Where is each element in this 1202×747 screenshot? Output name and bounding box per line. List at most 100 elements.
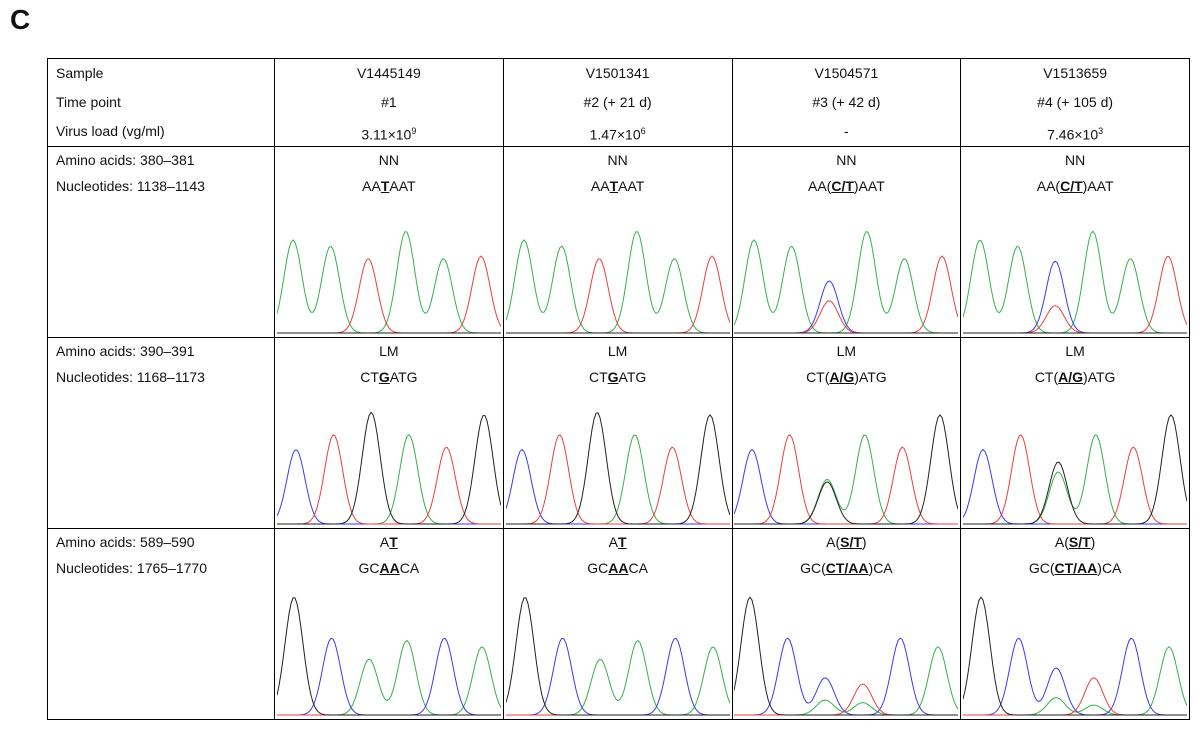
text-line: V1504571 (733, 59, 961, 88)
text-segment: )AAT (854, 178, 885, 194)
highlighted-base: CT/AA (826, 560, 869, 576)
chromatogram (734, 199, 958, 337)
text-segment: GC( (800, 560, 826, 576)
text-line: LM (275, 338, 503, 364)
text-line: 7.46×103 (961, 117, 1189, 146)
trace (963, 597, 1187, 715)
trace (963, 261, 1187, 333)
text-line: CTGATG (504, 364, 732, 390)
trace (277, 638, 501, 715)
trace (963, 415, 1187, 524)
trace (277, 435, 501, 524)
chromatogram (963, 199, 1187, 337)
text-segment: NN (608, 152, 628, 168)
highlighted-base: CT/AA (1055, 560, 1098, 576)
trace (277, 435, 501, 524)
text-segment: V1513659 (1043, 65, 1107, 81)
trace (963, 231, 1187, 333)
trace (963, 647, 1187, 715)
text-segment: )AAT (1083, 178, 1114, 194)
text-segment: NN (1065, 152, 1085, 168)
text-segment: #1 (381, 94, 397, 110)
trace (734, 435, 958, 524)
chromatogram (734, 390, 958, 528)
exponent: 6 (641, 126, 646, 136)
trace (734, 232, 958, 333)
trace (963, 638, 1187, 715)
sequence-cell: LMCT(A/G)ATG (961, 338, 1190, 529)
text-line: A(S/T) (733, 529, 961, 555)
highlighted-base: S/T (840, 534, 862, 550)
text-segment: A( (1055, 534, 1069, 550)
highlighted-base: C/T (1060, 178, 1083, 194)
row-label: Time point (48, 88, 274, 117)
text-segment: #3 (+ 42 d) (812, 94, 880, 110)
text-line: AT (275, 529, 503, 555)
label-cell: Amino acids: 390–391Nucleotides: 1168–11… (48, 338, 275, 529)
text-line: GCAACA (504, 555, 732, 581)
text-line: NN (733, 147, 961, 173)
text-line: NN (504, 147, 732, 173)
chromatogram (963, 390, 1187, 528)
text-line: #4 (+ 105 d) (961, 88, 1189, 117)
amino-label: Amino acids: 589–590 (48, 529, 274, 555)
text-segment: CA (400, 560, 419, 576)
text-segment: ) (862, 534, 867, 550)
page: C SampleTime pointVirus load (vg/ml)V144… (0, 0, 1202, 747)
panel-label: C (10, 4, 30, 36)
sample-cell: V1501341#2 (+ 21 d)1.47×106 (503, 59, 732, 147)
text-segment: )CA (869, 560, 893, 576)
chromatogram (963, 581, 1187, 719)
sequence-cell: NN AA(C/T)AAT (961, 147, 1190, 338)
trace (277, 450, 501, 524)
chromatogram (506, 199, 730, 337)
text-line: GCAACA (275, 555, 503, 581)
text-line: A(S/T) (961, 529, 1189, 555)
text-segment: )ATG (854, 369, 886, 385)
text-segment: CT (360, 369, 379, 385)
sample-cell: V1513659 #4 (+ 105 d)7.46×103 (961, 59, 1190, 147)
trace (963, 435, 1187, 524)
text-segment: 7.46×10 (1047, 127, 1098, 143)
text-line: GC(CT/AA)CA (961, 555, 1189, 581)
text-line: 3.11×109 (275, 117, 503, 146)
text-segment: A (380, 534, 389, 550)
text-segment: AA( (1037, 178, 1060, 194)
text-segment: A (609, 534, 618, 550)
text-segment: 1.47×10 (590, 127, 641, 143)
nucleotide-label: Nucleotides: 1765–1770 (48, 555, 274, 581)
nucleotide-label: Nucleotides: 1138–1143 (48, 173, 274, 199)
text-segment: CT( (806, 369, 829, 385)
trace (506, 641, 730, 715)
text-segment: AAT (618, 178, 644, 194)
trace (277, 232, 501, 333)
text-segment: AA (591, 178, 610, 194)
row-label: Virus load (vg/ml) (48, 117, 274, 146)
trace (734, 647, 958, 715)
highlighted-base: S/T (1069, 534, 1091, 550)
text-line: AA(C/T)AAT (961, 173, 1189, 199)
text-line: 1.47×106 (504, 117, 732, 146)
text-segment: GC (587, 560, 608, 576)
text-segment: 3.11×10 (361, 127, 411, 143)
trace (506, 435, 730, 524)
text-line: LM (961, 338, 1189, 364)
text-line: AA(C/T)AAT (733, 173, 961, 199)
highlighted-base: T (610, 178, 619, 194)
text-segment: )CA (1097, 560, 1121, 576)
trace (734, 256, 958, 333)
text-segment: ATG (619, 369, 647, 385)
text-line: AATAAT (275, 173, 503, 199)
text-segment: CT( (1035, 369, 1058, 385)
text-segment: LM (837, 343, 856, 359)
trace (734, 638, 958, 715)
trace (277, 412, 501, 524)
text-line: V1445149 (275, 59, 503, 88)
